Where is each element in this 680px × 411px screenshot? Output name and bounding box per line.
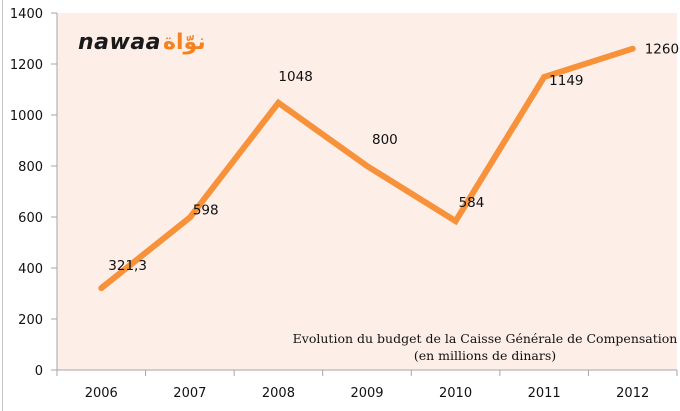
logo-latin-text: nawaa xyxy=(78,30,162,55)
y-tick-label: 800 xyxy=(18,160,43,175)
y-tick-label: 1200 xyxy=(10,58,43,73)
data-label: 1149 xyxy=(549,73,583,89)
nawaat-logo: nawaaنوّاة xyxy=(78,30,206,55)
logo-arabic-text: نوّاة xyxy=(163,30,206,55)
y-tick-label: 200 xyxy=(18,313,43,328)
frame-border xyxy=(2,0,3,411)
chart-subtitle: (en millions de dinars) xyxy=(414,348,556,363)
plot-area xyxy=(57,13,677,370)
axes xyxy=(51,12,678,376)
tick-labels: 0 200 400 600 800 1000 1200 1400 2006 2007 2008 200… xyxy=(10,7,649,401)
data-label: 1048 xyxy=(278,69,312,85)
data-label: 598 xyxy=(193,203,219,219)
y-tick-label: 1400 xyxy=(10,7,43,22)
x-tick-label: 2010 xyxy=(439,386,472,401)
y-tick-label: 1000 xyxy=(10,109,43,124)
y-tick-label: 0 xyxy=(35,364,43,379)
data-label: 584 xyxy=(459,195,485,211)
x-tick-label: 2006 xyxy=(85,386,118,401)
data-label: 1260 xyxy=(645,42,679,58)
chart-title: Evolution du budget de la Caisse Général… xyxy=(293,331,678,346)
y-tick-label: 400 xyxy=(18,262,43,277)
data-labels: 321,3 598 1048 800 584 1149 1260 xyxy=(108,42,679,274)
data-label: 321,3 xyxy=(108,258,147,274)
x-tick-label: 2007 xyxy=(173,386,206,401)
x-tick-label: 2011 xyxy=(528,386,561,401)
data-label: 800 xyxy=(372,132,398,148)
y-tick-label: 600 xyxy=(18,211,43,226)
series-line-budget xyxy=(98,45,636,292)
x-tick-label: 2008 xyxy=(262,386,295,401)
x-tick-label: 2009 xyxy=(350,386,383,401)
x-tick-label: 2012 xyxy=(616,386,649,401)
